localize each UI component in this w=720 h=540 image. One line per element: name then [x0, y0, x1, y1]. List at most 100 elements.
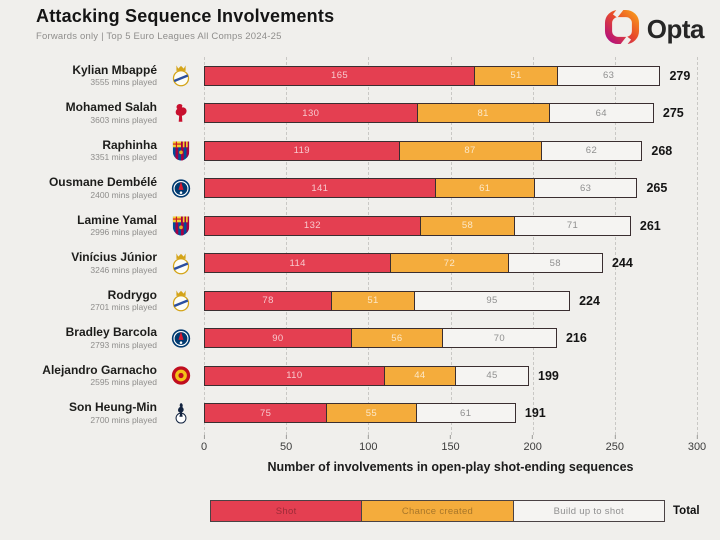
club-crest-barcelona-icon	[172, 141, 189, 161]
club-crest	[157, 213, 204, 238]
club-crest	[157, 288, 204, 313]
bar-segment-build-up-to-shot: 63	[533, 178, 638, 199]
bar-segment-chance-created: 81	[416, 103, 550, 124]
bar-zone: 132 58 71 261	[204, 215, 697, 236]
x-tick: 150	[441, 435, 460, 453]
player-name: Vinícius Júnior	[71, 250, 157, 265]
total-value: 216	[565, 331, 587, 346]
player-row: Rodrygo 2701 mins played 78 51 95 224	[0, 282, 720, 320]
bar-segment-shot: 90	[204, 328, 352, 349]
player-row: Vinícius Júnior 3246 mins played 114 72 58…	[0, 245, 720, 283]
x-tick: 300	[688, 435, 706, 453]
club-crest-tottenham-icon	[175, 402, 186, 424]
stacked-bar: 90 56 70	[204, 328, 697, 349]
stacked-bar: 75 55 61	[204, 403, 697, 424]
bar-zone: 165 51 63 279	[204, 65, 697, 86]
player-mins: 2400 mins played	[90, 189, 157, 200]
bar-segment-build-up-to-shot: 62	[540, 140, 643, 161]
player-name: Bradley Barcola	[65, 325, 157, 340]
tick-mark	[285, 435, 287, 439]
page-title: Attacking Sequence Involvements	[36, 6, 335, 26]
opta-logo-icon	[603, 5, 641, 51]
player-label: Rodrygo 2701 mins played	[0, 288, 157, 313]
club-crest	[157, 176, 204, 201]
tick-mark	[614, 435, 616, 439]
total-value: 224	[579, 293, 600, 308]
bar-segment-shot: 165	[204, 65, 476, 86]
bar-segment-shot: 132	[204, 215, 421, 236]
stacked-bar: 130 81 64	[204, 103, 697, 124]
total-value: 265	[646, 181, 668, 196]
x-tick: 100	[359, 435, 378, 453]
bar-zone: 114 72 58 244	[204, 253, 697, 274]
player-label: Raphinha 3351 mins played	[0, 138, 157, 163]
legend-item-chance-created: Chance created	[361, 500, 514, 522]
tick-mark	[696, 435, 698, 439]
x-tick: 200	[523, 435, 542, 453]
player-label: Ousmane Dembélé 2400 mins played	[0, 176, 157, 200]
bar-zone: 78 51 95 224	[204, 290, 697, 311]
player-label: Lamine Yamal 2996 mins played	[0, 212, 157, 238]
player-mins: 2700 mins played	[90, 414, 157, 425]
legend-total-label: Total	[673, 505, 700, 517]
player-mins: 3603 mins played	[90, 114, 157, 125]
stacked-bar: 141 61 63	[204, 178, 697, 199]
club-crest-psg-icon	[171, 179, 190, 198]
club-crest-real-madrid-icon	[172, 253, 189, 275]
club-crest	[157, 326, 204, 351]
player-name: Lamine Yamal	[77, 212, 157, 227]
player-mins: 2595 mins played	[90, 377, 157, 388]
tick-mark	[449, 435, 451, 439]
tick-mark	[367, 435, 369, 439]
player-row: Ousmane Dembélé 2400 mins played 141 61 63…	[0, 170, 720, 208]
x-axis: 0 50 100 150 200 250 300	[200, 435, 706, 457]
club-crest	[157, 63, 204, 88]
player-label: Vinícius Júnior 3246 mins played	[0, 251, 157, 275]
tick-label: 0	[200, 441, 208, 453]
bar-segment-shot: 141	[204, 178, 436, 199]
bar-zone: 110 44 45 199	[204, 365, 697, 386]
player-name: Son Heung-Min	[69, 400, 157, 415]
bar-segment-build-up-to-shot: 63	[556, 65, 661, 86]
total-value: 268	[651, 143, 673, 158]
club-crest-liverpool-icon	[175, 103, 187, 122]
tick-label: 250	[605, 441, 625, 453]
total-value: 191	[524, 406, 546, 421]
player-row: Bradley Barcola 2793 mins played 90 56 70 …	[0, 320, 720, 358]
club-crest	[157, 101, 204, 126]
tick-label: 200	[523, 441, 542, 453]
club-crest-man-utd-icon	[171, 366, 190, 385]
player-mins: 3246 mins played	[90, 264, 157, 275]
club-crest-real-madrid-icon	[172, 65, 189, 87]
player-label: Kylian Mbappé 3555 mins played	[0, 63, 157, 88]
player-row: Mohamed Salah 3603 mins played 130 81 64 2…	[0, 95, 720, 133]
bar-zone: 141 61 63 265	[204, 178, 697, 199]
x-tick: 50	[280, 435, 292, 453]
total-value: 279	[669, 68, 691, 83]
legend-item-build-up-to-shot: Build up to shot	[512, 500, 665, 522]
bar-segment-chance-created: 44	[383, 365, 457, 386]
bar-segment-chance-created: 56	[350, 328, 443, 349]
bar-segment-shot: 78	[204, 290, 333, 311]
legend-bar: Shot Chance created Build up to shot	[210, 500, 665, 522]
bar-segment-chance-created: 55	[326, 403, 417, 424]
player-mins: 2793 mins played	[90, 339, 157, 350]
total-value: 275	[662, 106, 684, 121]
player-row: Kylian Mbappé 3555 mins played 165 51 63 2…	[0, 57, 720, 95]
player-row: Son Heung-Min 2700 mins played 75 55 61 19…	[0, 395, 720, 433]
tick-label: 300	[687, 441, 707, 453]
club-crest	[157, 138, 204, 163]
bar-segment-build-up-to-shot: 61	[415, 403, 516, 424]
bar-segment-build-up-to-shot: 95	[413, 290, 571, 311]
bar-segment-shot: 110	[204, 365, 385, 386]
tick-label: 100	[359, 441, 378, 453]
bar-segment-shot: 130	[204, 103, 418, 124]
brand-name: Opta	[646, 14, 705, 44]
x-axis-label: Number of involvements in open-play shot…	[267, 460, 634, 474]
x-tick: 250	[606, 435, 624, 453]
bar-segment-shot: 119	[204, 140, 400, 161]
total-value: 244	[611, 256, 633, 271]
stacked-bar: 114 72 58	[204, 253, 697, 274]
bar-zone: 119 87 62 268	[204, 140, 697, 161]
bar-segment-chance-created: 87	[398, 140, 542, 161]
